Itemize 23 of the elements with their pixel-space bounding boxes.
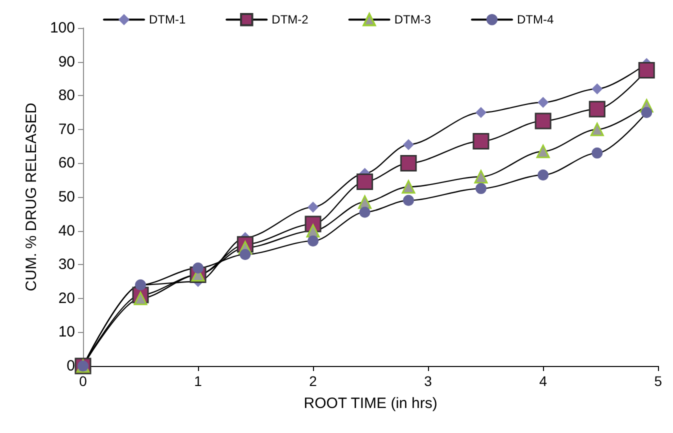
y-tick-label: 70 — [58, 120, 75, 138]
legend-label: DTM-4 — [516, 12, 554, 27]
y-tick-label: 30 — [58, 256, 75, 274]
y-tick-label: 10 — [58, 324, 75, 341]
y-tick-label: 90 — [58, 53, 75, 70]
x-tick-label: 3 — [424, 373, 432, 389]
y-tick-label: 80 — [58, 87, 75, 104]
x-tick-label: 4 — [539, 373, 548, 389]
y-tick-label: 40 — [58, 222, 75, 240]
y-tick-label: 20 — [58, 290, 75, 307]
x-tick-label: 1 — [194, 373, 202, 389]
y-axis-title: CUM. % DRUG RELEASED — [23, 102, 40, 292]
legend-label: DTM-2 — [272, 12, 309, 27]
y-tick-label: 100 — [50, 20, 75, 36]
x-tick-label: 5 — [654, 373, 662, 389]
x-tick-label: 0 — [79, 373, 88, 389]
y-tick-label: 50 — [58, 188, 75, 206]
legend-label: DTM-3 — [394, 12, 432, 27]
legend-label: DTM-1 — [149, 12, 186, 27]
y-tick-label: 60 — [58, 154, 75, 172]
x-axis-title: ROOT TIME (in hrs) — [304, 395, 438, 412]
y-tick-label: 0 — [66, 358, 75, 374]
x-tick-label: 2 — [309, 373, 318, 389]
